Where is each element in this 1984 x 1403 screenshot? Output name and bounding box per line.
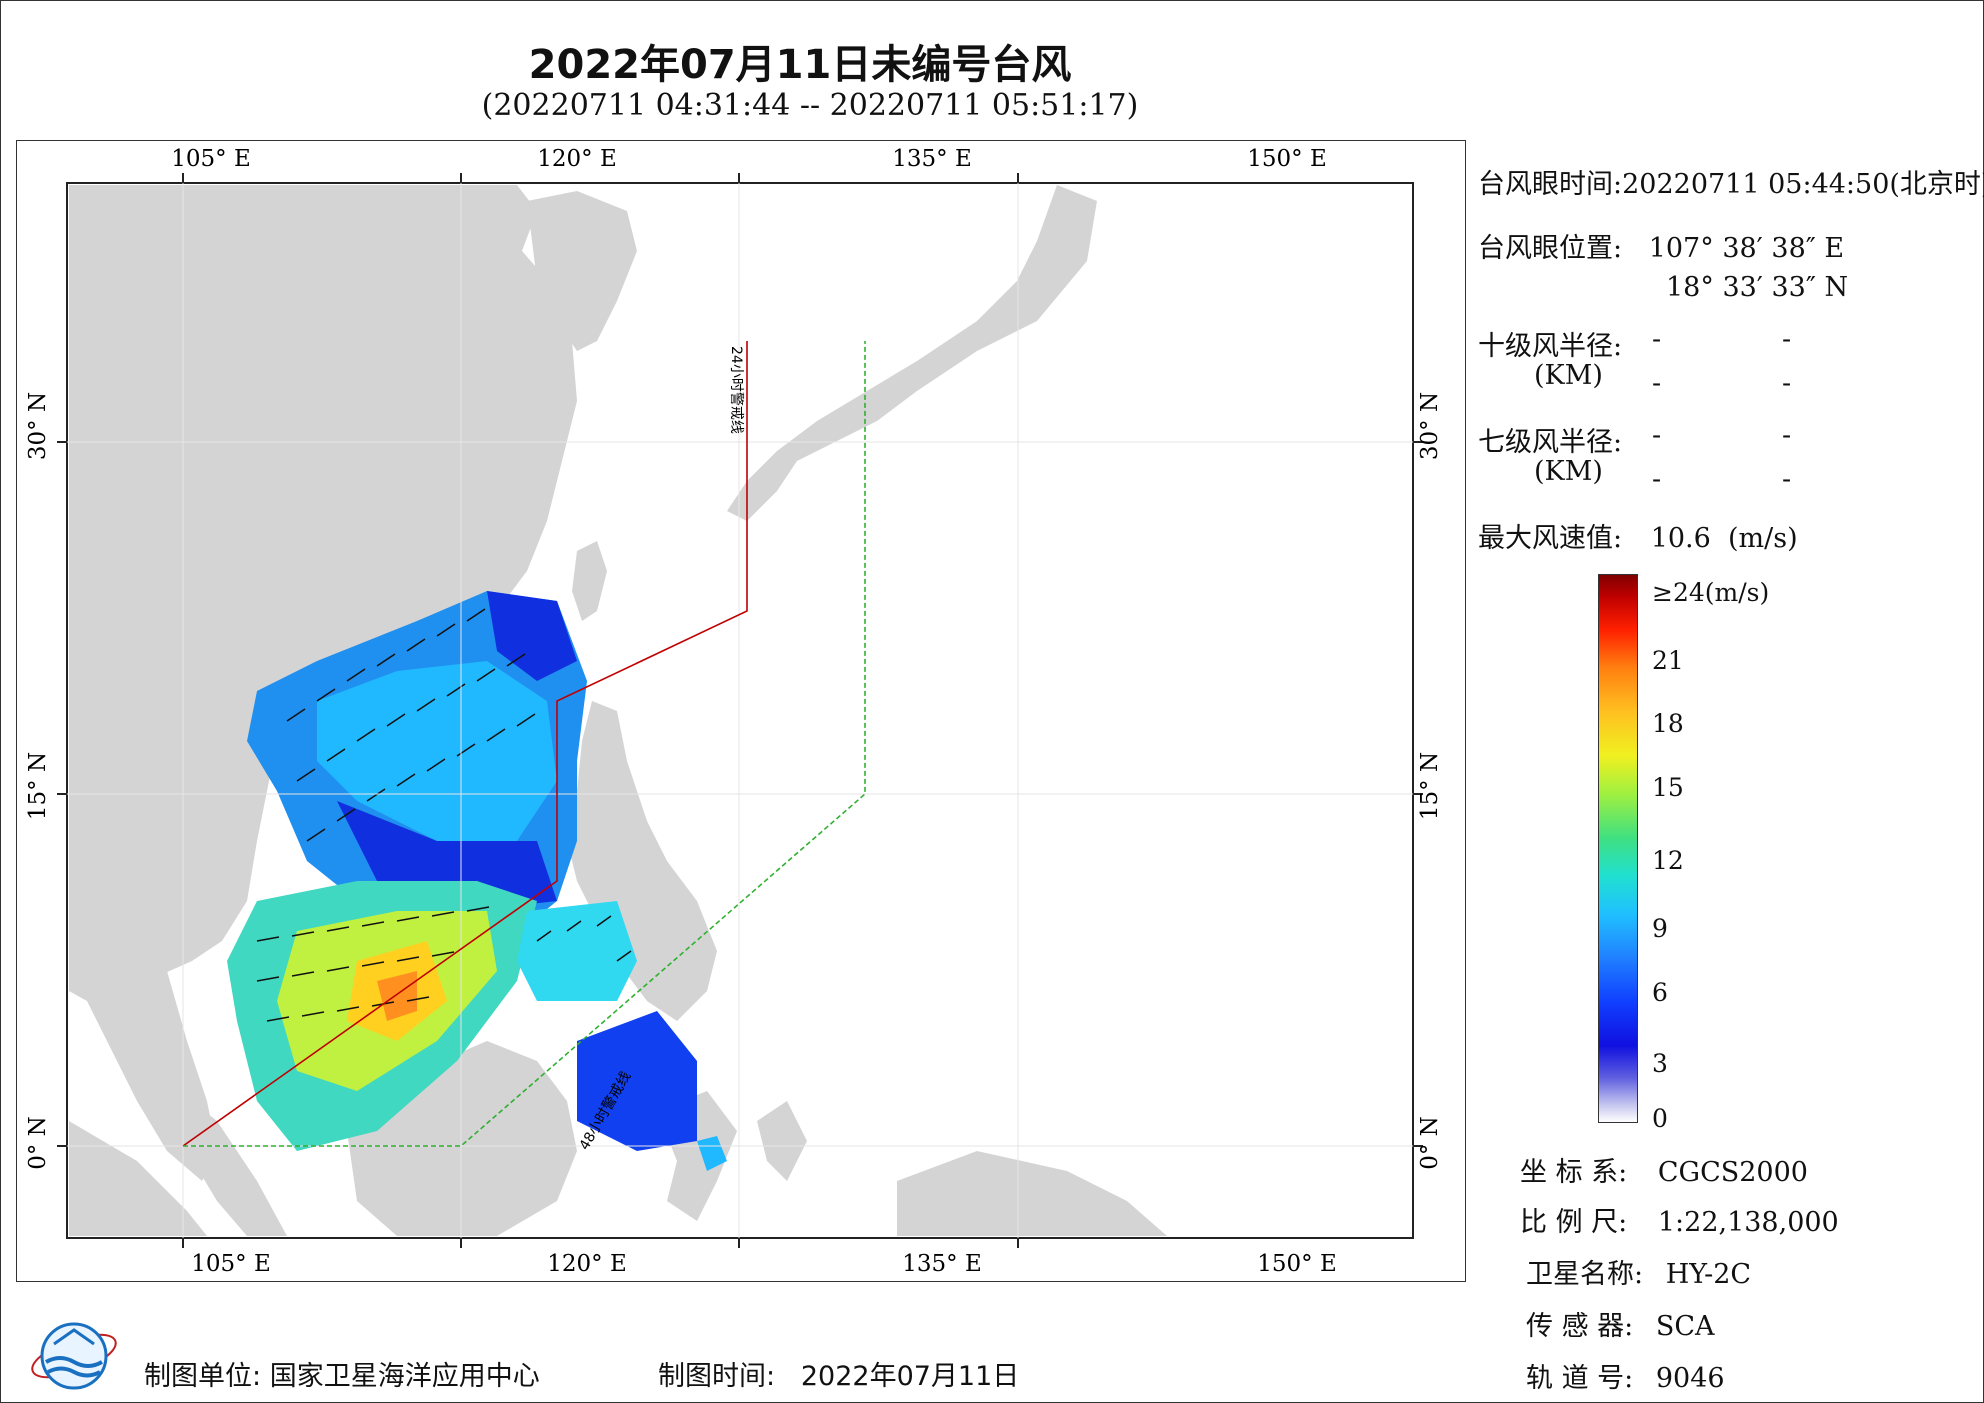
colorbar-tick-24: ≥24(m/s) [1652,578,1770,607]
lat-label-0-right: 0° N [1417,1116,1443,1170]
lat-labels-right: 30° N 15° N 0° N [1417,392,1443,1170]
scale-value: 1:22,138,000 [1657,1207,1839,1238]
warning-line-24h [182,341,748,1147]
lon-label-135-bottom: 135° E [902,1251,982,1277]
r7-label: 七级风半径: [1478,427,1623,458]
crs-label: 坐 标 系: [1520,1157,1628,1188]
colorbar-tick-3: 3 [1652,1049,1668,1078]
lon-label-150-bottom: 150° E [1257,1251,1337,1277]
colorbar-tick-18: 18 [1652,709,1684,738]
satellite-value: HY-2C [1665,1259,1752,1290]
r10-dash-1: - [1652,324,1662,355]
max-wind-label: 最大风速值: [1478,523,1623,554]
lon-label-150-top: 150° E [1247,146,1327,172]
max-wind-value: 10.6 (m/s) [1650,523,1798,554]
warning-line-24h-label: 24小时警戒线 [728,346,744,434]
r7-dash-2: - [1782,420,1792,451]
eye-time-row: 台风眼时间:20220711 05:44:50(北京时) [1478,162,1984,201]
lat-labels-left: 30° N 15° N 0° N [25,392,51,1170]
lon-label-135-top: 135° E [892,146,972,172]
satellite-row: 卫星名称: HY-2C [1526,1252,1751,1291]
r7-dash-4: - [1782,464,1792,495]
eye-time-label: 台风眼时间: [1478,169,1623,200]
colorbar-tick-9: 9 [1652,914,1668,943]
eye-position-label: 台风眼位置: [1478,233,1623,264]
date-label: 制图时间: [658,1361,776,1392]
lon-label-105-bottom: 105° E [191,1251,271,1277]
lon-label-120-bottom: 120° E [547,1251,627,1277]
lon-label-105-top: 105° E [171,146,251,172]
lat-label-30-right: 30° N [1417,392,1443,460]
lat-label-30-left: 30° N [25,392,51,460]
orbit-value: 9046 [1655,1363,1725,1394]
r10-dash-4: - [1782,368,1792,399]
lon-label-120-top: 120° E [537,146,617,172]
lon-labels-bottom: 105° E 120° E 135° E 150° E [191,1251,1337,1277]
lat-label-15-left: 15° N [25,752,51,820]
map-panel[interactable]: 24小时警戒线 48小时警戒线 105° E 120° E 135° E 150… [16,140,1466,1282]
eye-time-value: 20220711 05:44:50(北京时) [1622,169,1984,200]
sensor-row: 传 感 器: SCA [1526,1304,1715,1343]
r7-dash-1: - [1652,420,1662,451]
eye-position-row: 台风眼位置: 107° 38′ 38″ E [1478,226,1844,265]
eye-latitude: 18° 33′ 33″ N [1666,272,1849,303]
orbit-label: 轨 道 号: [1526,1363,1634,1394]
warning-line-48h [183,341,866,1147]
producer-label: 制图单位: [144,1361,262,1392]
eye-longitude: 107° 38′ 38″ E [1648,233,1845,264]
lat-label-0-left: 0° N [25,1116,51,1170]
colorbar-tick-21: 21 [1652,646,1684,675]
wind-speed-colorbar [1598,574,1638,1123]
colorbar-tick-0: 0 [1652,1104,1668,1133]
sensor-label: 传 感 器: [1526,1311,1634,1342]
scale-label: 比 例 尺: [1520,1207,1628,1238]
r10-dash-2: - [1782,324,1792,355]
map-title: 2022年07月11日未编号台风 [528,42,1072,88]
map-canvas[interactable]: 24小时警戒线 48小时警戒线 105° E 120° E 135° E 150… [17,141,1465,1281]
map-subtitle: (20220711 04:31:44 -- 20220711 05:51:17) [481,88,1139,123]
axis-ticks [57,173,1423,1248]
sensor-value: SCA [1655,1311,1715,1342]
orbit-row: 轨 道 号: 9046 [1526,1356,1725,1395]
producer-row: 制图单位: 国家卫星海洋应用中心 [144,1354,540,1393]
lat-label-15-right: 15° N [1417,752,1443,820]
r7-km-label: (KM) [1534,456,1603,487]
max-wind-row: 最大风速值: 10.6 (m/s) [1478,516,1798,555]
date-value: 2022年07月11日 [800,1361,1020,1392]
r10-km-label: (KM) [1534,360,1603,391]
colorbar-tick-12: 12 [1652,846,1684,875]
r10-dash-3: - [1652,368,1662,399]
crs-row: 坐 标 系: CGCS2000 [1520,1150,1808,1189]
scale-row: 比 例 尺: 1:22,138,000 [1520,1200,1839,1239]
date-row: 制图时间: 2022年07月11日 [658,1354,1019,1393]
wind-barbs [256,608,632,1022]
crs-value: CGCS2000 [1657,1157,1808,1188]
producer-value: 国家卫星海洋应用中心 [269,1361,540,1392]
lon-labels-top: 105° E 120° E 135° E 150° E [171,146,1327,172]
satellite-label: 卫星名称: [1526,1259,1644,1290]
colorbar-tick-15: 15 [1652,773,1684,802]
colorbar-tick-6: 6 [1652,978,1668,1007]
r10-label: 十级风半径: [1478,331,1623,362]
r7-dash-3: - [1652,464,1662,495]
nsoas-logo-icon [31,1322,117,1390]
